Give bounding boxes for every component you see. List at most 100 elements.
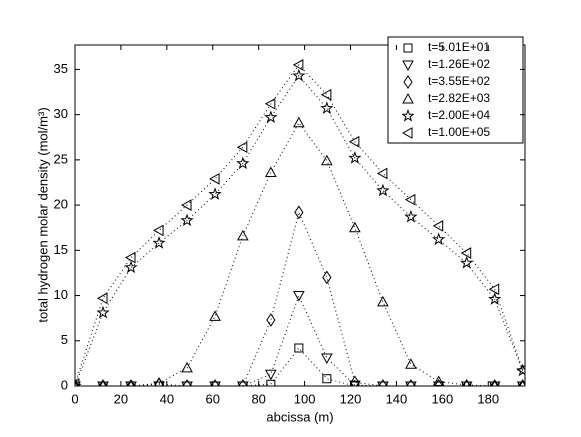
legend-label: t=3.55E+02 bbox=[428, 74, 490, 88]
marker bbox=[292, 68, 306, 82]
marker bbox=[182, 379, 192, 386]
legend-marker bbox=[402, 92, 414, 104]
x-axis-label: abcissa (m) bbox=[266, 409, 333, 424]
legend: t=5.01E+01 t=1.26E+02 t=3.55E+02 t=2.82E+03… bbox=[387, 36, 524, 144]
marker bbox=[152, 236, 166, 249]
marker bbox=[432, 232, 446, 246]
marker bbox=[491, 379, 499, 386]
y-tick-label: 0 bbox=[61, 377, 68, 392]
legend-marker bbox=[402, 60, 414, 72]
marker bbox=[209, 381, 221, 386]
x-tick-label: 160 bbox=[431, 391, 453, 406]
marker bbox=[208, 187, 222, 200]
y-tick-label: 15 bbox=[54, 242, 68, 257]
marker bbox=[350, 375, 360, 386]
marker bbox=[236, 229, 249, 241]
marker bbox=[320, 88, 332, 101]
y-tick-label: 35 bbox=[54, 61, 68, 76]
legend-label: t=2.00E+04 bbox=[428, 108, 490, 122]
marker bbox=[404, 209, 418, 223]
x-tick-label: 40 bbox=[160, 391, 174, 406]
marker bbox=[180, 213, 194, 227]
marker bbox=[293, 116, 305, 128]
series-line bbox=[75, 121, 523, 386]
marker bbox=[350, 381, 360, 386]
x-tick-label: 80 bbox=[251, 391, 265, 406]
y-tick-label: 30 bbox=[54, 106, 68, 121]
marker bbox=[376, 167, 388, 180]
legend-label: t=2.82E+03 bbox=[428, 91, 490, 105]
marker bbox=[377, 295, 389, 307]
marker bbox=[405, 381, 417, 386]
x-tick-label: 20 bbox=[114, 391, 128, 406]
marker bbox=[432, 220, 444, 232]
marker bbox=[432, 381, 445, 386]
marker bbox=[294, 205, 304, 220]
marker bbox=[293, 291, 305, 302]
marker bbox=[321, 154, 333, 166]
marker bbox=[378, 379, 388, 386]
series-line bbox=[75, 347, 523, 386]
marker bbox=[99, 379, 107, 386]
legend-marker bbox=[403, 43, 413, 53]
x-tick-label: 100 bbox=[294, 391, 316, 406]
marker bbox=[236, 381, 249, 386]
marker bbox=[405, 358, 417, 369]
marker bbox=[266, 313, 276, 327]
marker bbox=[376, 183, 390, 197]
x-tick-label: 180 bbox=[477, 391, 499, 406]
marker bbox=[264, 369, 277, 381]
marker bbox=[348, 135, 360, 148]
marker bbox=[96, 305, 110, 319]
marker bbox=[404, 193, 416, 206]
marker bbox=[322, 374, 332, 384]
marker bbox=[406, 379, 416, 386]
marker bbox=[348, 151, 362, 164]
marker bbox=[320, 101, 334, 114]
series-line bbox=[75, 210, 523, 386]
marker bbox=[209, 173, 220, 185]
marker bbox=[488, 292, 502, 305]
marker bbox=[322, 270, 332, 285]
marker bbox=[292, 59, 304, 71]
y-axis-label: total hydrogen molar density (mol/m³) bbox=[35, 107, 50, 322]
marker bbox=[488, 283, 500, 296]
x-tick-label: 60 bbox=[206, 391, 220, 406]
marker bbox=[127, 379, 135, 386]
marker bbox=[518, 379, 525, 386]
marker bbox=[236, 156, 250, 170]
marker bbox=[460, 256, 474, 269]
x-tick-label: 120 bbox=[340, 391, 362, 406]
y-tick-label: 5 bbox=[61, 332, 68, 347]
legend-marker bbox=[401, 109, 415, 122]
marker bbox=[321, 353, 333, 364]
marker bbox=[96, 292, 108, 305]
marker bbox=[264, 166, 277, 178]
legend-label: t=1.00E+05 bbox=[428, 125, 490, 139]
plot-area bbox=[75, 59, 525, 386]
marker bbox=[181, 361, 193, 373]
marker bbox=[377, 381, 389, 386]
marker bbox=[294, 343, 304, 353]
marker bbox=[98, 379, 108, 386]
marker bbox=[153, 381, 165, 386]
marker bbox=[154, 377, 164, 386]
series-line bbox=[75, 294, 523, 386]
marker bbox=[209, 310, 221, 321]
marker bbox=[434, 379, 444, 386]
marker bbox=[460, 247, 472, 259]
marker bbox=[126, 379, 136, 386]
marker bbox=[181, 199, 192, 211]
legend-label: t=5.01E+01 bbox=[428, 40, 490, 54]
plot-frame bbox=[74, 44, 526, 387]
marker bbox=[516, 365, 525, 375]
y-tick-label: 20 bbox=[54, 197, 68, 212]
legend-marker bbox=[403, 75, 413, 89]
series-line bbox=[75, 64, 524, 385]
marker bbox=[264, 110, 278, 124]
legend-marker bbox=[401, 127, 413, 139]
legend-box bbox=[387, 36, 524, 144]
y-tick-label: 25 bbox=[54, 151, 68, 166]
